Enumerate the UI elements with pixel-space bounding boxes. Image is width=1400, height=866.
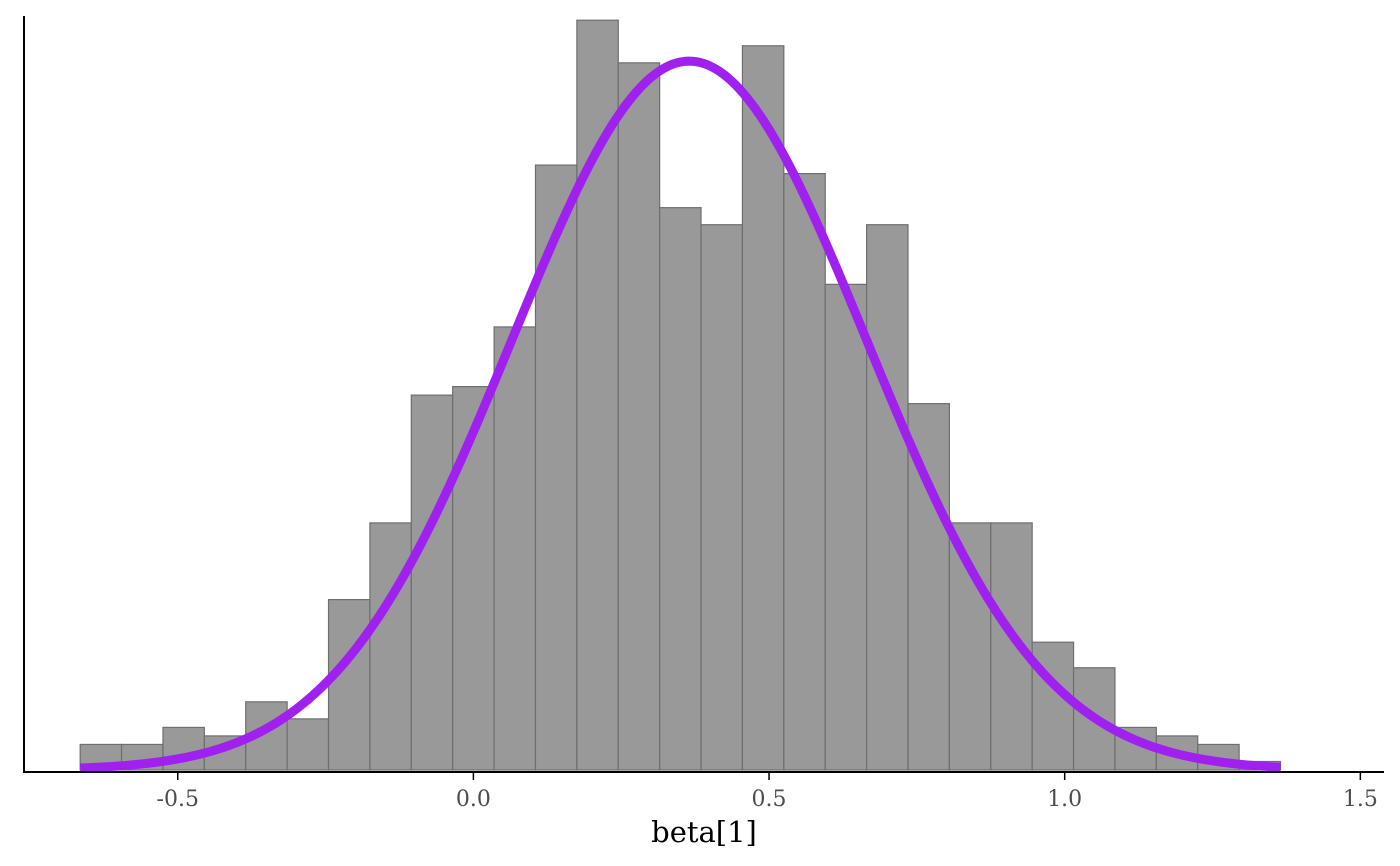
histogram-bar: [700, 224, 744, 771]
histogram-bar: [866, 224, 909, 771]
x-tick-label: -0.5: [157, 787, 199, 812]
histogram-bar: [327, 598, 371, 771]
histogram-bar: [162, 726, 205, 771]
x-tick-label: 1.0: [1047, 787, 1082, 812]
histogram-bar: [659, 207, 702, 771]
x-tick-label: 0.0: [456, 787, 491, 812]
histogram-bars: [79, 19, 1282, 771]
histogram-bar: [369, 522, 412, 771]
x-axis-title: beta[1]: [651, 815, 757, 849]
x-tick-label: 1.5: [1343, 787, 1378, 812]
histogram-bar: [783, 172, 826, 771]
x-axis-ticks: -0.5 0.0 0.5 1.0 1.5: [157, 773, 1378, 812]
density-curve: [79, 56, 1282, 773]
histogram-bar: [534, 164, 578, 771]
histogram-bar: [617, 62, 661, 771]
histogram-bar: [452, 385, 495, 771]
histogram-bar: [824, 283, 868, 771]
histogram-bar: [741, 45, 785, 771]
histogram-bar: [493, 326, 537, 771]
histogram-bar: [410, 394, 454, 771]
x-tick-label: 0.5: [752, 787, 787, 812]
histogram-bar: [286, 718, 330, 771]
